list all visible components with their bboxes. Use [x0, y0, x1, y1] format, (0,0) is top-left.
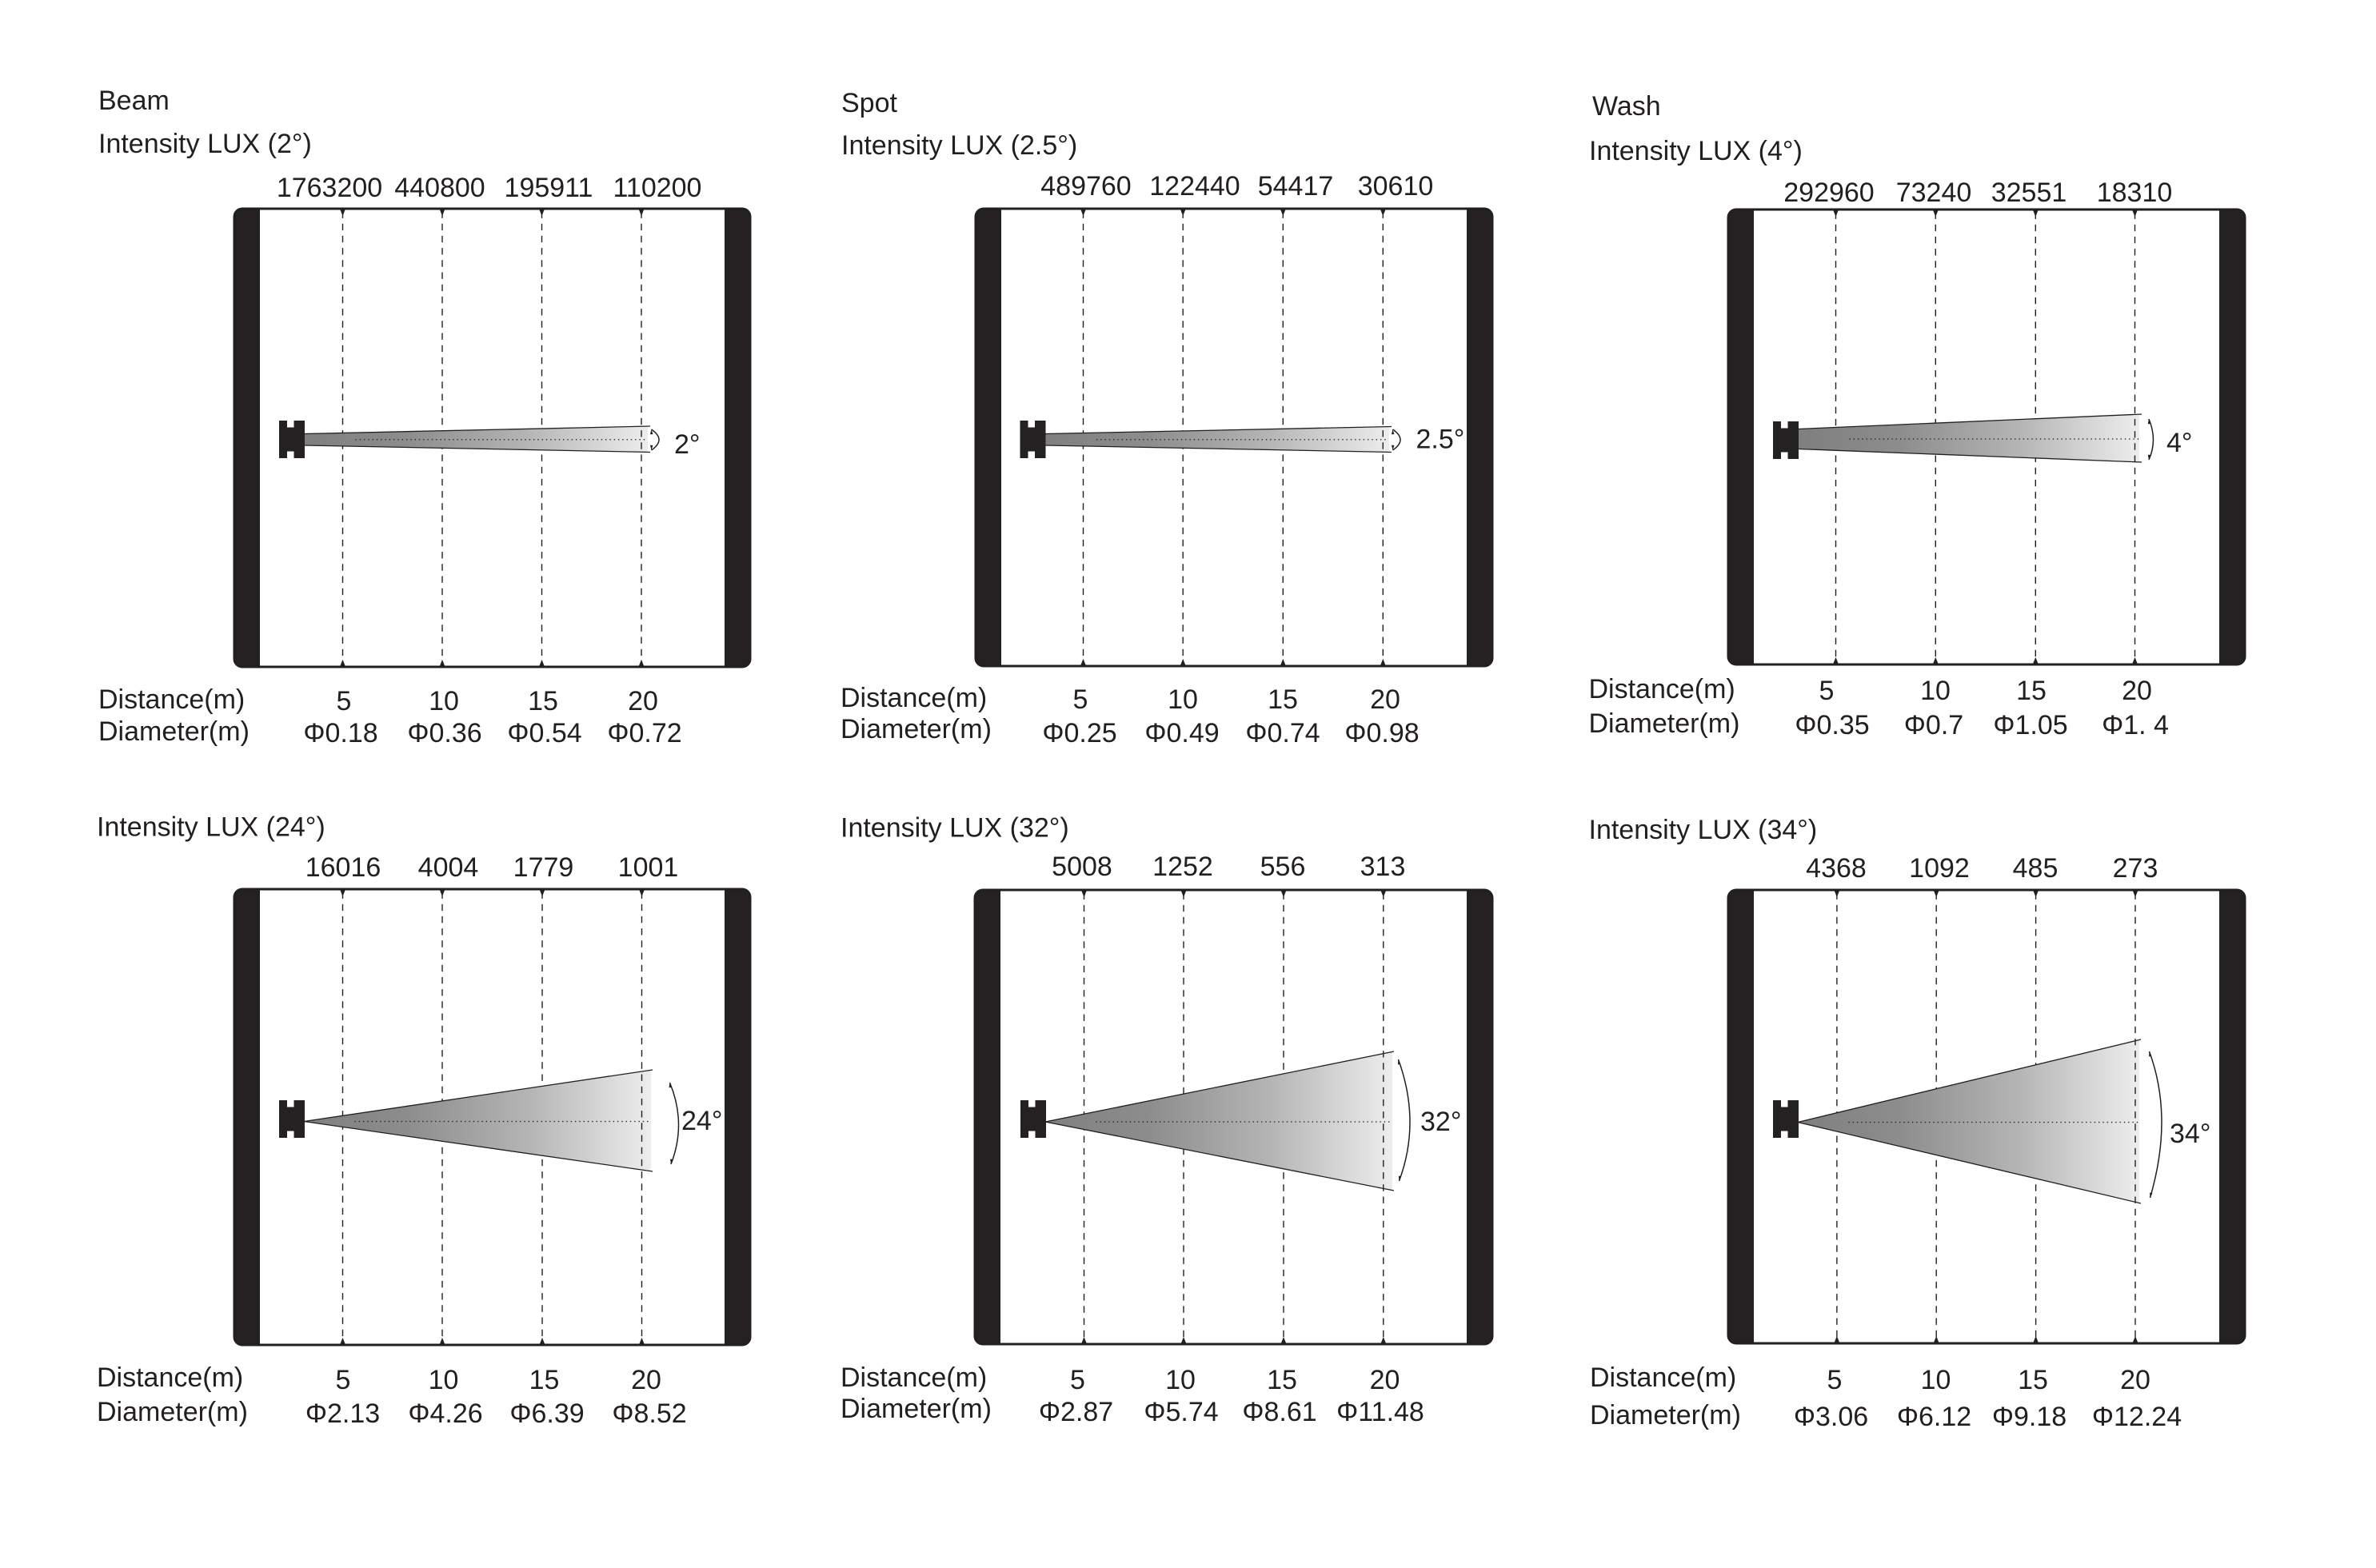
svg-text:5: 5 — [1819, 676, 1835, 706]
svg-text:Φ6.12: Φ6.12 — [1897, 1402, 1971, 1432]
svg-text:556: 556 — [1260, 852, 1306, 882]
svg-text:Φ0.7: Φ0.7 — [1904, 710, 1963, 740]
svg-text:5: 5 — [336, 1365, 351, 1395]
svg-text:24°: 24° — [681, 1106, 722, 1136]
svg-text:Distance(m): Distance(m) — [1590, 1363, 1736, 1393]
svg-text:1252: 1252 — [1152, 852, 1213, 882]
svg-text:Diameter(m): Diameter(m) — [1589, 708, 1740, 739]
svg-text:Distance(m): Distance(m) — [841, 1363, 987, 1393]
svg-text:5: 5 — [1070, 1365, 1085, 1395]
svg-text:Φ0.49: Φ0.49 — [1144, 718, 1219, 748]
svg-text:10: 10 — [429, 1365, 459, 1395]
svg-text:4004: 4004 — [418, 852, 479, 883]
svg-text:110200: 110200 — [613, 173, 702, 203]
svg-text:Intensity LUX (32°): Intensity LUX (32°) — [841, 813, 1069, 844]
svg-text:4°: 4° — [2166, 428, 2193, 458]
svg-text:Diameter(m): Diameter(m) — [841, 714, 992, 744]
svg-text:Φ0.18: Φ0.18 — [303, 718, 377, 748]
svg-text:195911: 195911 — [505, 173, 593, 203]
svg-text:20: 20 — [2122, 676, 2152, 706]
svg-text:Φ9.18: Φ9.18 — [1992, 1402, 2067, 1432]
svg-text:10: 10 — [1920, 676, 1951, 706]
svg-text:18310: 18310 — [2097, 178, 2173, 208]
svg-text:32551: 32551 — [1991, 178, 2067, 208]
svg-text:2.5°: 2.5° — [1416, 425, 1465, 455]
svg-text:30610: 30610 — [1358, 171, 1434, 201]
svg-text:Spot: Spot — [841, 88, 897, 118]
svg-text:Φ5.74: Φ5.74 — [1144, 1397, 1218, 1427]
svg-text:Distance(m): Distance(m) — [97, 1363, 243, 1393]
svg-text:15: 15 — [1267, 1365, 1297, 1395]
svg-text:440800: 440800 — [394, 173, 485, 203]
svg-text:122440: 122440 — [1149, 171, 1240, 201]
svg-text:32°: 32° — [1420, 1107, 1461, 1137]
svg-text:Φ2.87: Φ2.87 — [1039, 1397, 1113, 1427]
svg-text:16016: 16016 — [305, 852, 381, 883]
svg-text:Φ0.74: Φ0.74 — [1245, 718, 1320, 748]
svg-text:Φ11.48: Φ11.48 — [1336, 1397, 1424, 1427]
svg-text:4368: 4368 — [1806, 853, 1867, 884]
svg-text:5: 5 — [337, 686, 352, 716]
svg-text:Diameter(m): Diameter(m) — [97, 1397, 248, 1427]
svg-text:Diameter(m): Diameter(m) — [98, 716, 250, 747]
svg-text:10: 10 — [1921, 1365, 1951, 1395]
svg-text:Intensity LUX (34°): Intensity LUX (34°) — [1589, 815, 1818, 845]
svg-text:Φ1.05: Φ1.05 — [1993, 710, 2067, 740]
svg-text:5: 5 — [1073, 684, 1088, 715]
svg-text:54417: 54417 — [1258, 171, 1334, 201]
svg-text:20: 20 — [2120, 1365, 2150, 1395]
svg-text:15: 15 — [2016, 676, 2047, 706]
svg-text:10: 10 — [429, 686, 459, 716]
svg-text:Φ0.35: Φ0.35 — [1795, 710, 1869, 740]
svg-text:Φ6.39: Φ6.39 — [509, 1398, 584, 1429]
svg-text:Φ0.98: Φ0.98 — [1344, 718, 1419, 748]
svg-text:20: 20 — [1370, 684, 1400, 715]
svg-text:Φ0.25: Φ0.25 — [1042, 718, 1116, 748]
svg-text:15: 15 — [1268, 684, 1298, 715]
svg-text:Φ8.52: Φ8.52 — [612, 1398, 686, 1429]
svg-text:15: 15 — [528, 686, 558, 716]
svg-text:292960: 292960 — [1783, 178, 1874, 208]
svg-text:Φ4.26: Φ4.26 — [408, 1398, 482, 1429]
svg-text:20: 20 — [631, 1365, 661, 1395]
svg-text:Diameter(m): Diameter(m) — [1590, 1400, 1741, 1430]
svg-text:273: 273 — [2113, 853, 2158, 884]
svg-text:2°: 2° — [674, 429, 701, 460]
svg-text:5: 5 — [1827, 1365, 1843, 1395]
svg-text:313: 313 — [1360, 852, 1406, 882]
svg-text:Φ8.61: Φ8.61 — [1242, 1397, 1316, 1427]
svg-text:73240: 73240 — [1896, 178, 1972, 208]
svg-text:1779: 1779 — [513, 852, 574, 883]
svg-text:485: 485 — [2013, 853, 2059, 884]
svg-text:1092: 1092 — [1909, 853, 1970, 884]
svg-text:Φ1. 4: Φ1. 4 — [2102, 710, 2169, 740]
svg-text:1001: 1001 — [618, 852, 679, 883]
svg-text:15: 15 — [529, 1365, 560, 1395]
svg-text:Distance(m): Distance(m) — [841, 683, 987, 713]
svg-text:Φ3.06: Φ3.06 — [1794, 1402, 1868, 1432]
svg-text:Φ0.54: Φ0.54 — [507, 718, 581, 748]
svg-text:Φ0.72: Φ0.72 — [607, 718, 681, 748]
svg-text:1763200: 1763200 — [277, 173, 382, 203]
svg-text:Φ12.24: Φ12.24 — [2092, 1402, 2182, 1432]
svg-text:15: 15 — [2018, 1365, 2048, 1395]
svg-text:Intensity LUX (2°): Intensity LUX (2°) — [98, 129, 312, 159]
svg-text:Intensity LUX (24°): Intensity LUX (24°) — [97, 812, 325, 843]
svg-text:5008: 5008 — [1052, 852, 1112, 882]
svg-text:Diameter(m): Diameter(m) — [841, 1394, 992, 1424]
svg-text:Distance(m): Distance(m) — [1589, 674, 1735, 704]
svg-text:Intensity LUX (4°): Intensity LUX (4°) — [1589, 136, 1803, 166]
svg-text:Distance(m): Distance(m) — [98, 684, 245, 715]
svg-text:Intensity LUX (2.5°): Intensity LUX (2.5°) — [841, 130, 1077, 161]
svg-text:Wash: Wash — [1592, 91, 1661, 122]
svg-text:489760: 489760 — [1040, 171, 1131, 201]
svg-text:Φ0.36: Φ0.36 — [407, 718, 481, 748]
svg-text:10: 10 — [1168, 684, 1198, 715]
svg-text:34°: 34° — [2170, 1119, 2210, 1149]
svg-text:20: 20 — [1370, 1365, 1400, 1395]
svg-text:Beam: Beam — [98, 86, 170, 116]
svg-text:20: 20 — [628, 686, 658, 716]
svg-text:10: 10 — [1165, 1365, 1196, 1395]
svg-text:Φ2.13: Φ2.13 — [305, 1398, 380, 1429]
